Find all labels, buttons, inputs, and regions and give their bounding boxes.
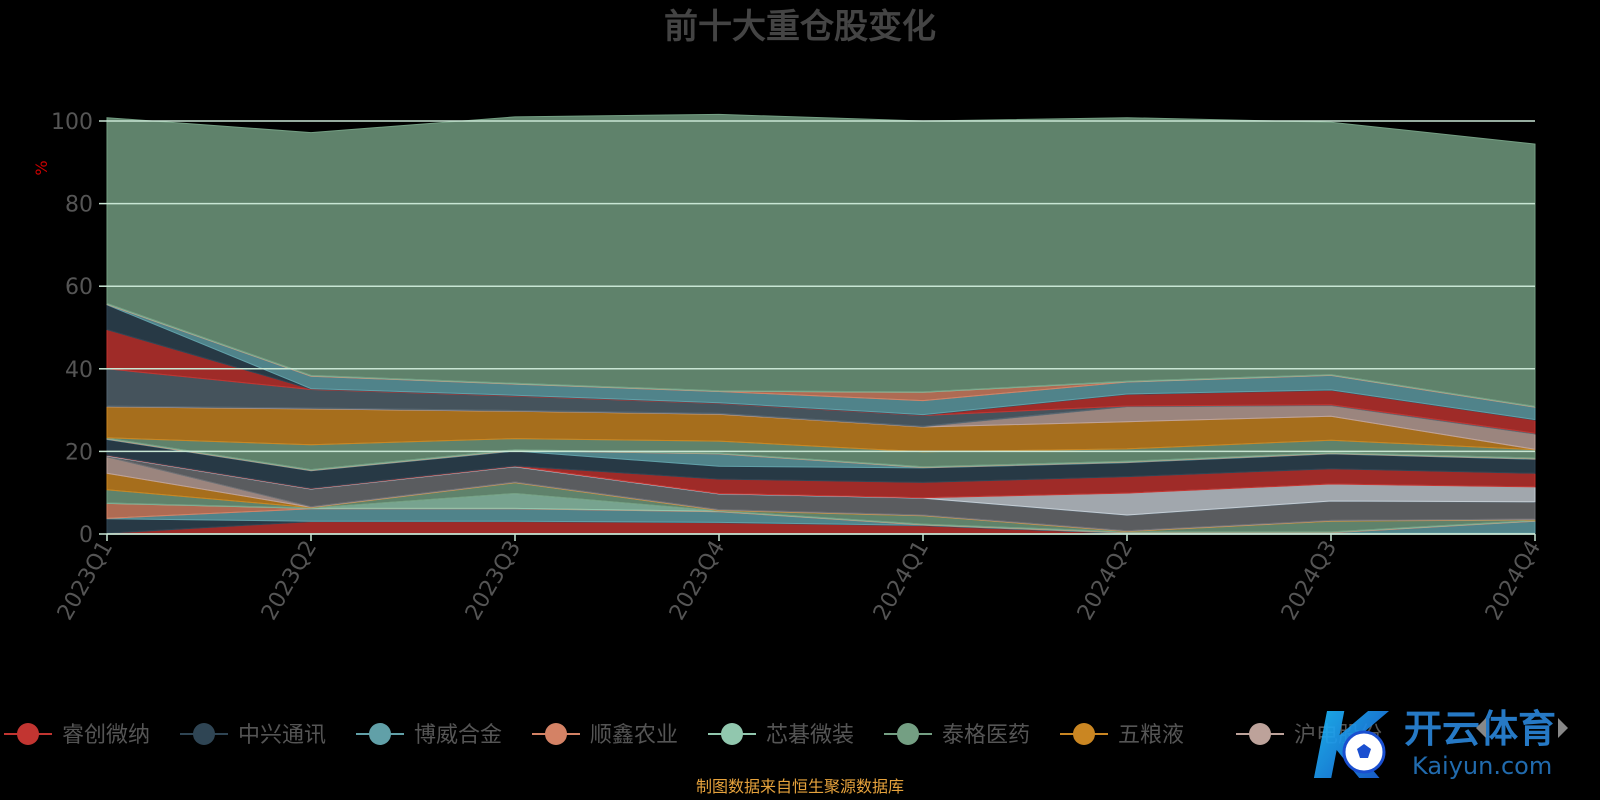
x-tick-label: 2023Q3 <box>461 537 526 625</box>
x-tick-label: 2024Q1 <box>869 537 934 625</box>
y-axis-label: % <box>32 160 51 175</box>
legend-item[interactable]: 博威合金 <box>356 723 502 748</box>
legend-item[interactable]: 顺鑫农业 <box>532 723 678 748</box>
legend-label: 博威合金 <box>414 723 502 748</box>
source-note: 制图数据来自恒生聚源数据库 <box>696 777 904 796</box>
legend-label: 泰格医药 <box>942 723 1030 748</box>
area-series-layer <box>106 113 1536 535</box>
legend-marker-icon <box>545 723 567 745</box>
legend-item[interactable]: 中兴通讯 <box>180 723 326 748</box>
legend-item[interactable]: 五粮液 <box>1060 723 1184 748</box>
y-axis: 0 20 40 60 80 100 <box>51 110 107 548</box>
x-axis: 2023Q1 2023Q2 2023Q3 2023Q4 2024Q1 2024Q2 2024… <box>53 533 1546 625</box>
legend-marker-icon <box>369 723 391 745</box>
y-tick-label: 20 <box>65 440 93 465</box>
x-tick-label: 2023Q2 <box>257 537 322 625</box>
y-tick-label: 0 <box>79 523 93 548</box>
brand-watermark: K 开云体育 Kaiyun.com <box>1312 700 1568 790</box>
x-tick-label: 2024Q4 <box>1481 537 1546 625</box>
legend-label: 顺鑫农业 <box>590 723 678 748</box>
legend-marker-icon <box>17 723 39 745</box>
legend-item[interactable]: 芯碁微装 <box>708 723 854 748</box>
chart-title: 前十大重仓股变化 <box>664 7 936 47</box>
soccer-ball-patch <box>1357 744 1371 758</box>
legend-marker-icon <box>1073 723 1095 745</box>
legend[interactable]: 睿创微纳 中兴通讯 博威合金 顺鑫农业 芯碁微装 泰格医药 五粮液 沪电股份 <box>4 723 1382 748</box>
brand-domain: Kaiyun.com <box>1412 752 1552 780</box>
legend-label: 五粮液 <box>1118 723 1184 748</box>
legend-marker-icon <box>1249 723 1271 745</box>
legend-label: 芯碁微装 <box>766 723 854 748</box>
legend-item[interactable]: 泰格医药 <box>884 723 1030 748</box>
y-tick-label: 80 <box>65 193 93 218</box>
legend-item[interactable]: 沪电股份 <box>1236 723 1382 748</box>
y-tick-label: 40 <box>65 358 93 383</box>
legend-marker-icon <box>193 723 215 745</box>
legend-label: 睿创微纳 <box>62 723 150 748</box>
legend-prev-page-icon[interactable] <box>1476 718 1486 738</box>
legend-next-page-icon[interactable] <box>1558 718 1568 738</box>
x-tick-label: 2024Q2 <box>1073 537 1138 625</box>
y-tick-label: 60 <box>65 275 93 300</box>
legend-label: 中兴通讯 <box>238 723 326 748</box>
legend-item[interactable]: 睿创微纳 <box>4 723 150 748</box>
x-tick-label: 2024Q3 <box>1277 537 1342 625</box>
y-tick-label: 100 <box>51 110 93 135</box>
area-series-26 <box>106 113 1536 407</box>
x-tick-label: 2023Q1 <box>53 537 118 625</box>
legend-marker-icon <box>897 723 919 745</box>
x-tick-label: 2023Q4 <box>665 537 730 625</box>
legend-marker-icon <box>721 723 743 745</box>
